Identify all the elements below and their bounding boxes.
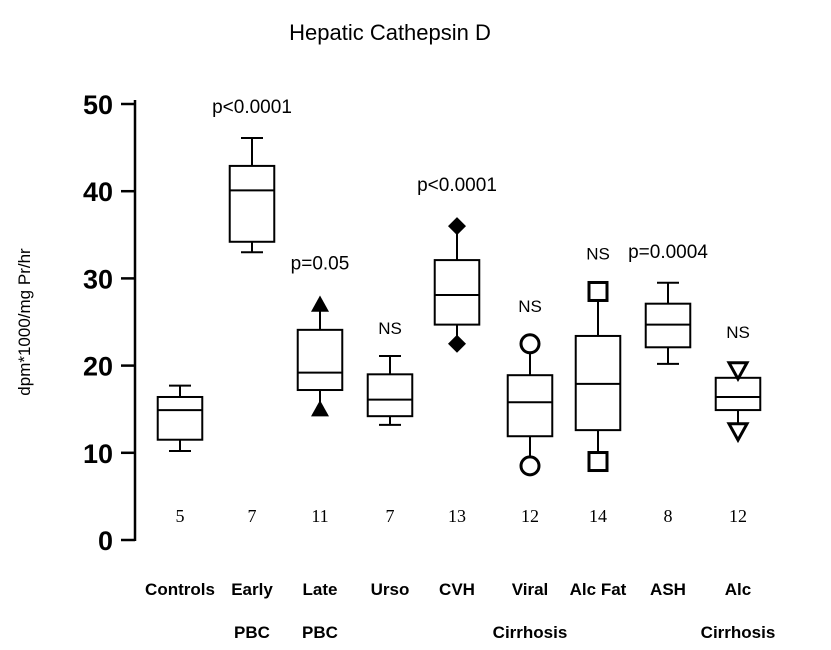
min-marker bbox=[726, 422, 750, 444]
box bbox=[296, 328, 344, 392]
y-tick-label: 30 bbox=[83, 264, 113, 294]
x-tick-label: Alc bbox=[725, 580, 751, 599]
y-axis-label: dpm*1000/mg Pr/hr bbox=[15, 248, 34, 396]
min-marker bbox=[448, 334, 466, 353]
x-tick-label-line2: Cirrhosis bbox=[493, 623, 568, 642]
max-marker bbox=[311, 295, 329, 312]
y-tick-label: 0 bbox=[98, 526, 113, 556]
box bbox=[228, 164, 276, 243]
sample-size-label: 8 bbox=[664, 506, 673, 526]
x-tick-label: ASH bbox=[650, 580, 686, 599]
x-tick-label-line2: PBC bbox=[234, 623, 270, 642]
box bbox=[506, 374, 554, 438]
max-marker bbox=[726, 361, 750, 383]
x-tick-label: CVH bbox=[439, 580, 475, 599]
x-tick-label: Urso bbox=[371, 580, 410, 599]
sample-size-label: 12 bbox=[729, 506, 747, 526]
sample-size-label: 13 bbox=[448, 506, 466, 526]
significance-label: p<0.0001 bbox=[212, 97, 292, 118]
min-marker bbox=[519, 455, 541, 477]
x-tick-label-line2: PBC bbox=[302, 623, 338, 642]
sample-size-label: 7 bbox=[386, 506, 395, 526]
significance-label: p=0.05 bbox=[291, 254, 350, 275]
chart-title: Hepatic Cathepsin D bbox=[289, 20, 491, 45]
sample-size-label: 12 bbox=[521, 506, 539, 526]
sample-size-label: 11 bbox=[311, 506, 328, 526]
sample-size-label: 14 bbox=[589, 506, 607, 526]
x-tick-label: Viral bbox=[512, 580, 549, 599]
y-tick-label: 20 bbox=[83, 352, 113, 382]
x-tick-label: Alc Fat bbox=[570, 580, 627, 599]
significance-label: p<0.0001 bbox=[417, 175, 497, 196]
x-tick-label: Late bbox=[303, 580, 338, 599]
box bbox=[156, 395, 204, 441]
y-tick-label: 10 bbox=[83, 439, 113, 469]
significance-label: p=0.0004 bbox=[628, 242, 708, 263]
y-tick-label: 50 bbox=[83, 90, 113, 120]
min-marker bbox=[587, 451, 609, 473]
x-tick-label: Controls bbox=[145, 580, 215, 599]
max-marker bbox=[448, 217, 466, 236]
significance-label: NS bbox=[586, 244, 610, 263]
x-tick-label-line2: Cirrhosis bbox=[701, 623, 776, 642]
x-tick-label: Early bbox=[231, 580, 273, 599]
y-tick-label: 40 bbox=[83, 177, 113, 207]
min-marker bbox=[311, 400, 329, 417]
sample-size-label: 7 bbox=[248, 506, 257, 526]
box bbox=[433, 259, 481, 326]
sample-size-label: 5 bbox=[176, 506, 185, 526]
significance-label: NS bbox=[726, 323, 750, 342]
box bbox=[366, 373, 414, 418]
significance-label: NS bbox=[378, 319, 402, 338]
max-marker bbox=[587, 280, 609, 302]
significance-label: NS bbox=[518, 297, 542, 316]
max-marker bbox=[519, 333, 541, 355]
box bbox=[714, 376, 762, 412]
